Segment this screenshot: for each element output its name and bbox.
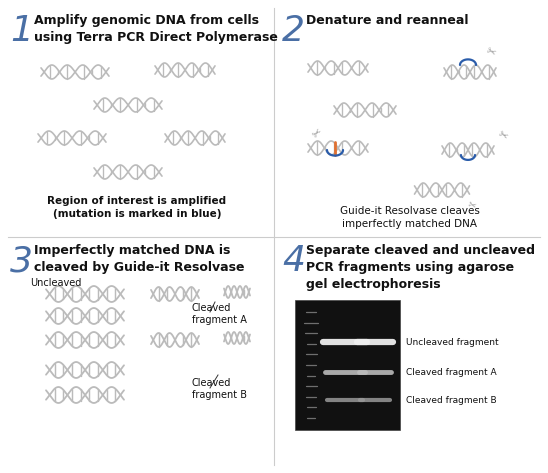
- Text: Uncleaved fragment: Uncleaved fragment: [406, 338, 499, 347]
- Text: ✂: ✂: [466, 199, 477, 211]
- Text: Cleaved fragment A: Cleaved fragment A: [406, 368, 496, 377]
- Text: Amplify genomic DNA from cells
using Terra PCR Direct Polymerase: Amplify genomic DNA from cells using Ter…: [34, 14, 278, 44]
- Text: Cleaved fragment B: Cleaved fragment B: [406, 395, 496, 404]
- Text: ✂: ✂: [484, 45, 496, 59]
- Text: Denature and reanneal: Denature and reanneal: [306, 14, 469, 27]
- Text: Cleaved
fragment B: Cleaved fragment B: [192, 378, 247, 401]
- Text: ✂: ✂: [311, 127, 325, 141]
- Text: 3: 3: [10, 244, 33, 278]
- Text: 4: 4: [282, 244, 305, 278]
- Bar: [295, 300, 400, 430]
- Text: ✂: ✂: [495, 129, 509, 143]
- Text: Uncleaved: Uncleaved: [30, 278, 81, 288]
- Text: Region of interest is amplified
(mutation is marked in blue): Region of interest is amplified (mutatio…: [48, 196, 226, 219]
- Text: 1: 1: [10, 14, 33, 48]
- Text: Guide-it Resolvase cleaves
imperfectly matched DNA: Guide-it Resolvase cleaves imperfectly m…: [340, 206, 480, 229]
- Text: 2: 2: [282, 14, 305, 48]
- Text: Separate cleaved and uncleaved
PCR fragments using agarose
gel electrophoresis: Separate cleaved and uncleaved PCR fragm…: [306, 244, 535, 291]
- Text: Cleaved
fragment A: Cleaved fragment A: [192, 303, 247, 325]
- Text: Imperfectly matched DNA is
cleaved by Guide-it Resolvase: Imperfectly matched DNA is cleaved by Gu…: [34, 244, 244, 274]
